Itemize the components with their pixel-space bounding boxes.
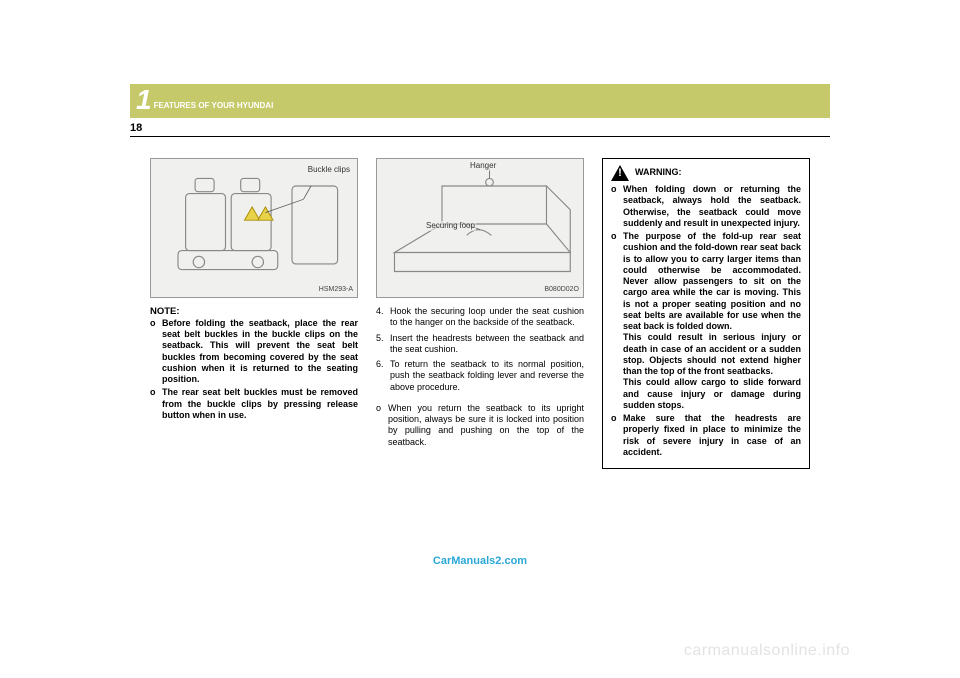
figure-code-1: HSM293-A [319,286,353,295]
warning-title-row: WARNING: [611,165,801,181]
step-text: Insert the headrests between the seatbac… [390,333,584,356]
page-rule [130,136,830,137]
step-text: To return the seatback to its normal pos… [390,359,584,393]
bullet-icon: o [611,184,623,229]
figure-label-buckle: Buckle clips [307,165,351,175]
column-left: Buckle clips HSM293-A NOTE: o Before fol… [150,158,358,469]
list-item: 5. Insert the headrests between the seat… [376,333,584,356]
step-text: Hook the securing loop under the seat cu… [390,306,584,329]
bullet-icon: o [611,231,623,411]
chapter-header: 1 FEATURES OF YOUR HYUNDAI [130,84,830,118]
column-middle: Hanger Securing loop B080D02O 4. Hook th… [376,158,584,469]
footer-link[interactable]: CarManuals2.com [0,555,960,567]
bullet-icon: o [611,413,623,458]
circle-list: o When you return the seatback to its up… [376,403,584,448]
figure-securing-loop: Hanger Securing loop B080D02O [376,158,584,298]
bullet-icon: o [150,318,162,386]
step-number: 6. [376,359,390,393]
warning-title: WARNING: [635,167,682,178]
step-list: 4. Hook the securing loop under the seat… [376,306,584,393]
figure-label-hanger: Hanger [469,161,497,171]
bullet-icon: o [150,387,162,421]
column-right: WARNING: o When folding down or returnin… [602,158,810,469]
list-item: o Before folding the seatback, place the… [150,318,358,386]
step-number: 4. [376,306,390,329]
chapter-number: 1 [136,86,152,114]
step-number: 5. [376,333,390,356]
seat-fold-icon [385,167,575,291]
figure-label-loop: Securing loop [425,221,476,231]
page-number: 18 [130,122,142,134]
list-item: o The purpose of the fold-up rear seat c… [611,231,801,411]
page-content: Buckle clips HSM293-A NOTE: o Before fol… [150,158,810,469]
note-heading: NOTE: [150,306,358,318]
list-item: o When folding down or returning the sea… [611,184,801,229]
note-text: The rear seat belt buckles must be remov… [162,387,358,421]
bullet-icon: o [376,403,388,448]
figure-code-2: B080D02O [544,286,579,295]
list-item: 6. To return the seatback to its normal … [376,359,584,393]
warning-text: The purpose of the fold-up rear seat cus… [623,231,801,411]
chapter-title: FEATURES OF YOUR HYUNDAI [154,101,274,114]
warning-list: o When folding down or returning the sea… [611,184,801,458]
warning-text: Make sure that the headrests are properl… [623,413,801,458]
warning-text: When folding down or returning the seatb… [623,184,801,229]
seat-sketch-icon [159,167,349,291]
list-item: o Make sure that the headrests are prope… [611,413,801,458]
warning-box: WARNING: o When folding down or returnin… [602,158,810,469]
list-item: o The rear seat belt buckles must be rem… [150,387,358,421]
circle-text: When you return the seatback to its upri… [388,403,584,448]
figure-buckle-clips: Buckle clips HSM293-A [150,158,358,298]
warning-icon [611,165,629,181]
list-item: o When you return the seatback to its up… [376,403,584,448]
watermark: carmanualsonline.info [684,642,850,660]
note-text: Before folding the seatback, place the r… [162,318,358,386]
note-list: o Before folding the seatback, place the… [150,318,358,421]
list-item: 4. Hook the securing loop under the seat… [376,306,584,329]
